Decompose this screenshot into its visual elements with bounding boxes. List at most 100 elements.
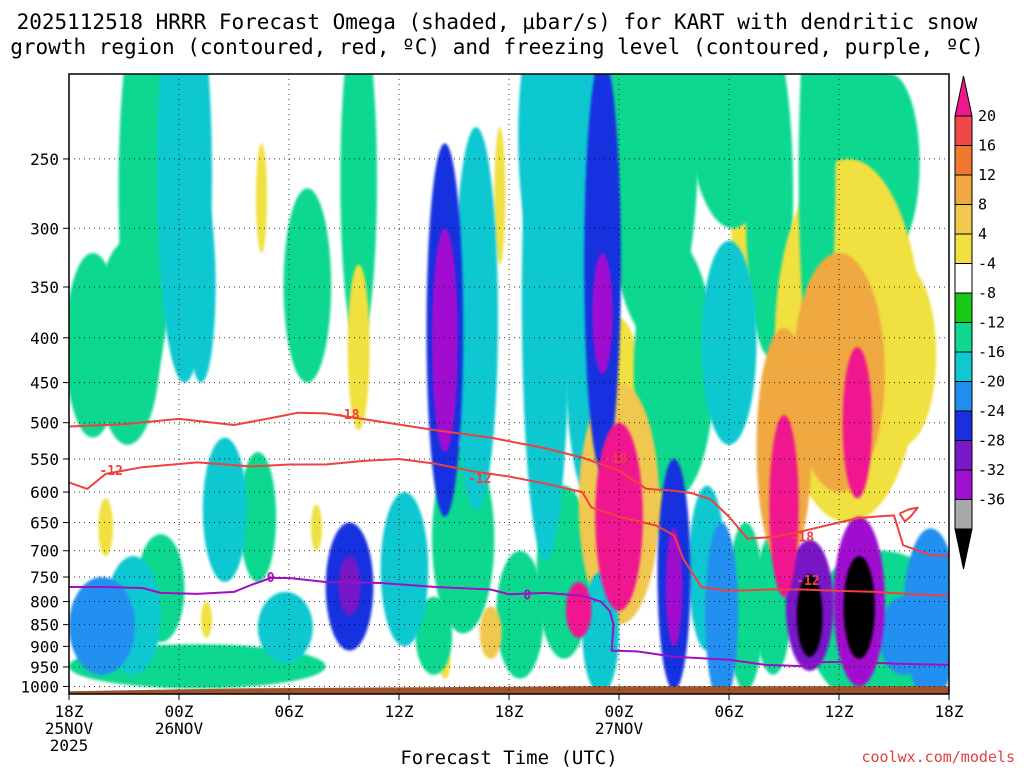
y-tick-label: 300	[30, 219, 59, 238]
credit-text: coolwx.com/models	[861, 748, 1015, 766]
omega-cell	[69, 576, 135, 675]
freezing-level-contour-label: 0	[267, 571, 275, 586]
omega-cell	[380, 492, 429, 647]
terrain	[69, 686, 949, 694]
gridlines	[69, 74, 949, 694]
dgz-contour	[898, 506, 919, 523]
omega-cell	[592, 252, 613, 375]
omega-cell	[415, 596, 453, 675]
colorbar-band	[954, 292, 973, 323]
dgz-contour-label: -12	[99, 464, 122, 479]
y-tick-label: 500	[30, 414, 59, 433]
colorbar-top-arrow	[954, 75, 973, 117]
contours: -18 -18 -18 -12 -12 -12 0 0	[69, 408, 949, 668]
colorbar-band	[954, 145, 973, 176]
y-tick-label: 1000	[20, 677, 59, 696]
x-tick-label: 06Z	[275, 702, 304, 721]
y-tick-label: 650	[30, 514, 59, 533]
x-tick-label: 18Z	[935, 702, 964, 721]
colorbar-label: -4	[978, 255, 996, 273]
omega-cell	[494, 127, 506, 265]
omega-cell	[633, 240, 715, 499]
colorbar-band	[954, 322, 973, 353]
omega-cell	[454, 127, 498, 511]
colorbar-band	[954, 410, 973, 441]
x-tick-label: 12Z	[385, 702, 414, 721]
omega-shading	[69, 74, 949, 694]
omega-cell	[870, 264, 937, 445]
colorbar-label: -12	[978, 314, 1005, 332]
omega-cell	[340, 74, 377, 348]
y-tick-label: 400	[30, 329, 59, 348]
omega-cell	[202, 437, 247, 583]
y-tick-label: 550	[30, 450, 59, 469]
omega-cell	[256, 143, 267, 253]
x-tick-label: 00Z	[165, 702, 194, 721]
y-tick-label: 800	[30, 593, 59, 612]
omega-cell	[239, 451, 277, 583]
colorbar-band	[954, 469, 973, 500]
x-axis-label: Forecast Time (UTC)	[400, 747, 617, 768]
colorbar-bottom-arrow	[954, 528, 973, 570]
colorbar-label: 16	[978, 137, 996, 155]
y-tick-label: 350	[30, 278, 59, 297]
terrain-surface	[69, 686, 949, 694]
y-tick-label: 700	[30, 542, 59, 561]
omega-cell	[769, 415, 799, 597]
freezing-level-contour-label: 0	[523, 588, 531, 603]
x-tick-label: 00Z	[605, 702, 634, 721]
dgz-contour	[69, 411, 949, 558]
omega-cell	[338, 556, 361, 616]
x-tick-label: 18Z	[495, 702, 524, 721]
colorbar-band	[954, 204, 973, 235]
omega-cell	[842, 347, 872, 499]
omega-cell	[496, 550, 544, 679]
colorbar-label: -32	[978, 461, 1005, 479]
omega-cell	[311, 504, 322, 551]
omega-cell	[479, 606, 502, 659]
dgz-contour-label: -18	[791, 530, 815, 545]
chart-title-line1: 2025112518 HRRR Forecast Omega (shaded, …	[17, 10, 978, 34]
colorbar-label: 4	[978, 225, 987, 243]
colorbar-band	[954, 499, 973, 530]
colorbar-band	[954, 381, 973, 412]
colorbar-label: -8	[978, 284, 996, 302]
colorbar-band	[954, 174, 973, 205]
y-tick-label: 850	[30, 616, 59, 635]
omega-cell	[283, 188, 332, 383]
colorbar-band	[954, 233, 973, 264]
colorbar: 20 16 12 8 4 -4 -8 -12 -16 -20 -24 -28 -32 -36	[954, 75, 1005, 570]
colorbar-label: -16	[978, 343, 1005, 361]
omega-cell	[257, 591, 313, 663]
omega-cell	[796, 574, 823, 657]
omega-cell	[843, 556, 875, 659]
y-tick-label: 600	[30, 483, 59, 502]
colorbar-band	[954, 115, 973, 146]
colorbar-label: -28	[978, 432, 1005, 450]
colorbar-label: 8	[978, 196, 987, 214]
chart-title-line2: growth region (contoured, red, ºC) and f…	[10, 35, 984, 59]
x-tick-label: 06Z	[715, 702, 744, 721]
omega-cell	[701, 240, 757, 445]
omega-cell	[565, 582, 592, 638]
colorbar-label: 12	[978, 166, 996, 184]
dgz-contour	[69, 458, 949, 597]
y-tick-label: 450	[30, 374, 59, 393]
y-tick-label: 950	[30, 658, 59, 677]
omega-cell	[201, 601, 212, 638]
y-tick-label: 250	[30, 150, 59, 169]
colorbar-band	[954, 263, 973, 294]
colorbar-label: -36	[978, 491, 1005, 509]
colorbar-band	[954, 351, 973, 382]
omega-cell	[94, 240, 161, 445]
y-tick-label: 900	[30, 637, 59, 656]
omega-cell	[705, 522, 739, 694]
x-tick-label: 25NOV	[45, 719, 94, 738]
omega-cell	[665, 528, 683, 647]
omega-cell	[793, 252, 885, 493]
x-tick-label: 12Z	[825, 702, 854, 721]
dgz-contour-label: -18	[604, 452, 628, 467]
freezing-level-contour	[69, 577, 949, 668]
